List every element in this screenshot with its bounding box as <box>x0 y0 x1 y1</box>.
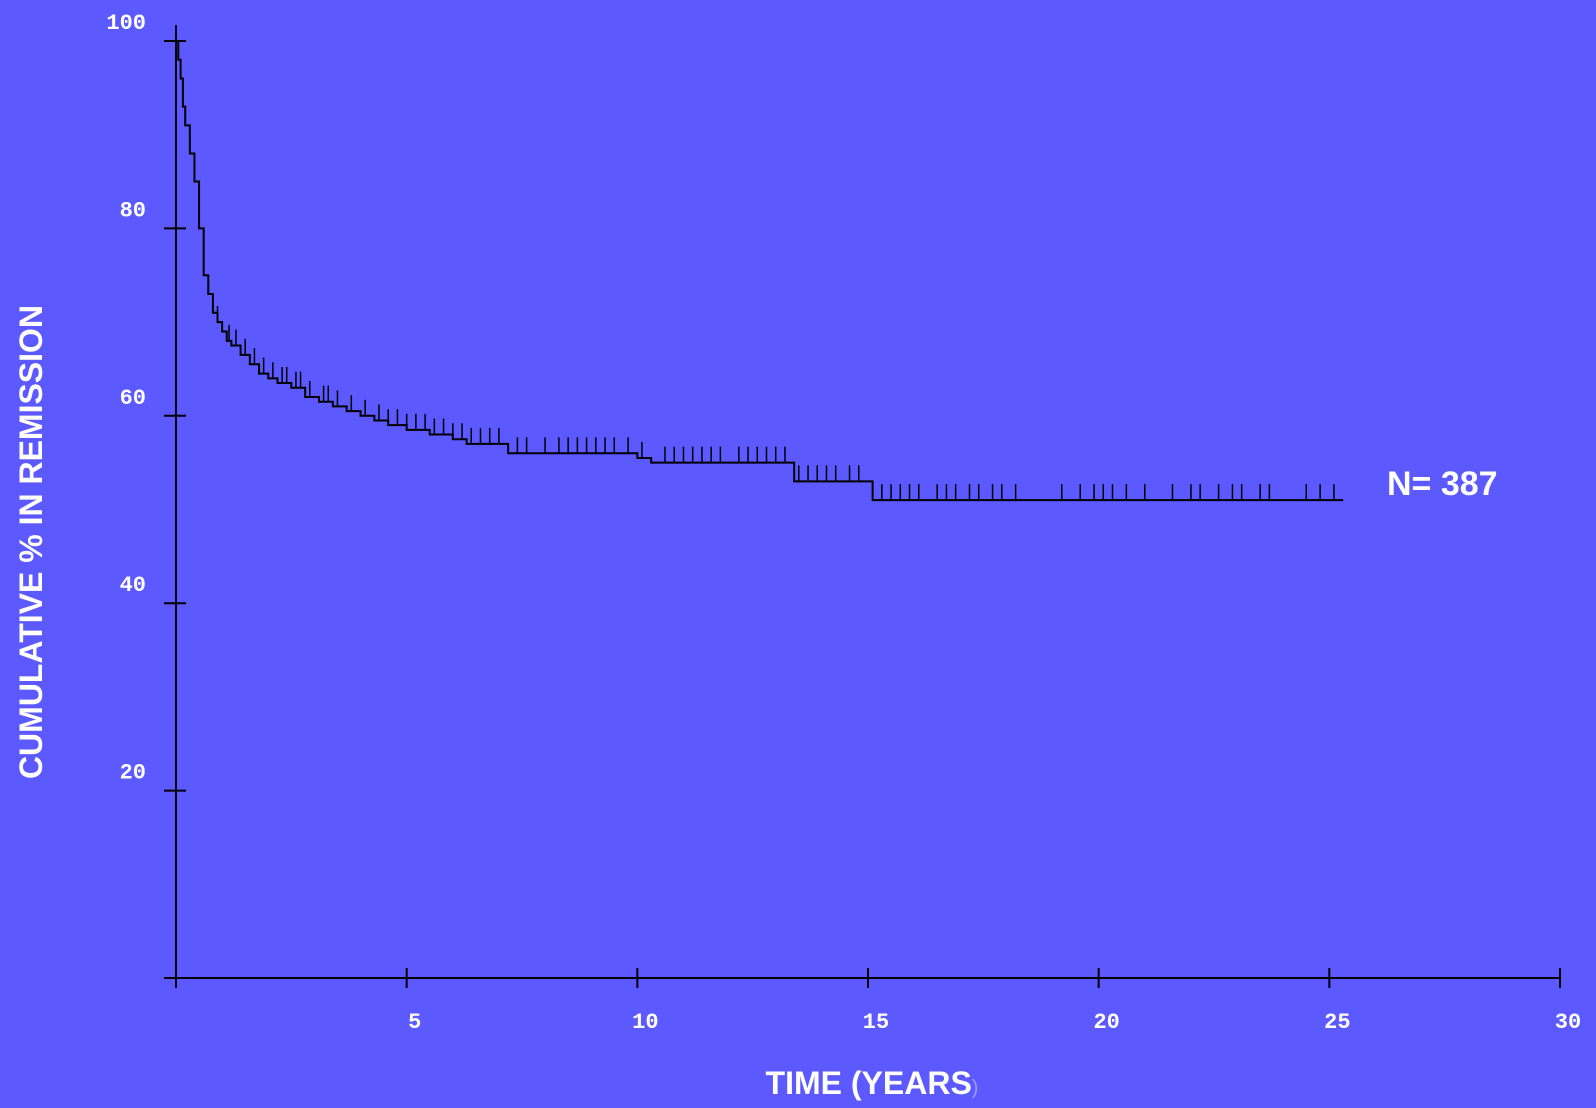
y-tick-label: 60 <box>120 386 146 411</box>
x-tick-label: 30 <box>1555 1010 1581 1035</box>
x-axis-title: TIME (YEARS) <box>766 1065 979 1101</box>
y-tick-label: 100 <box>106 11 146 36</box>
x-tick-label: 10 <box>632 1010 658 1035</box>
x-axis-title-suffix: ) <box>972 1077 979 1099</box>
x-tick-label: 5 <box>408 1010 421 1035</box>
y-tick-label: 20 <box>120 761 146 786</box>
x-tick-label: 25 <box>1324 1010 1350 1035</box>
x-tick-label: 20 <box>1093 1010 1119 1035</box>
x-tick-label: 15 <box>863 1010 889 1035</box>
x-axis-title-text: TIME (YEARS <box>766 1065 972 1101</box>
axes <box>164 25 1560 988</box>
censor-marks <box>189 137 1335 501</box>
y-tick-label: 40 <box>120 573 146 598</box>
y-ticks: 20 40 60 80 100 <box>106 11 186 792</box>
y-tick-label: 80 <box>120 198 146 223</box>
series-line <box>176 40 1344 502</box>
sample-size-annotation: N= 387 <box>1387 465 1498 503</box>
y-axis-title: CUMULATIVE % IN REMISSION <box>13 305 49 779</box>
x-ticks: 5 10 15 20 25 30 <box>175 968 1581 1035</box>
